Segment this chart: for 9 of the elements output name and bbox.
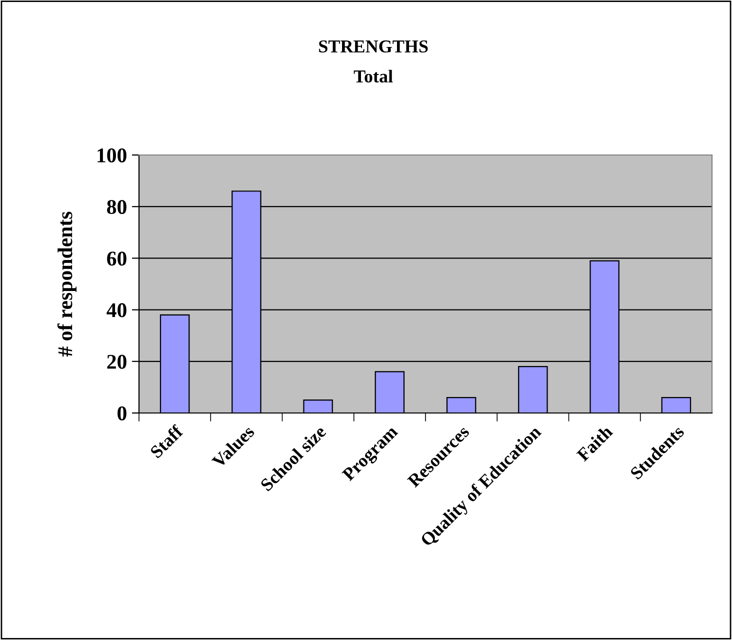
y-tick-label: 0 [118,406,126,420]
y-tick-label: 100 [98,148,126,162]
y-tick-label: 60 [107,252,126,266]
y-axis-title: # of respondents [57,212,76,356]
y-tick-label: 40 [106,303,126,318]
y-tick-label: 20 [107,354,126,369]
y-tick-label: 80 [107,200,126,214]
chart-subtitle: Total [354,70,393,83]
chart-title: STRENGTHS [319,40,428,53]
